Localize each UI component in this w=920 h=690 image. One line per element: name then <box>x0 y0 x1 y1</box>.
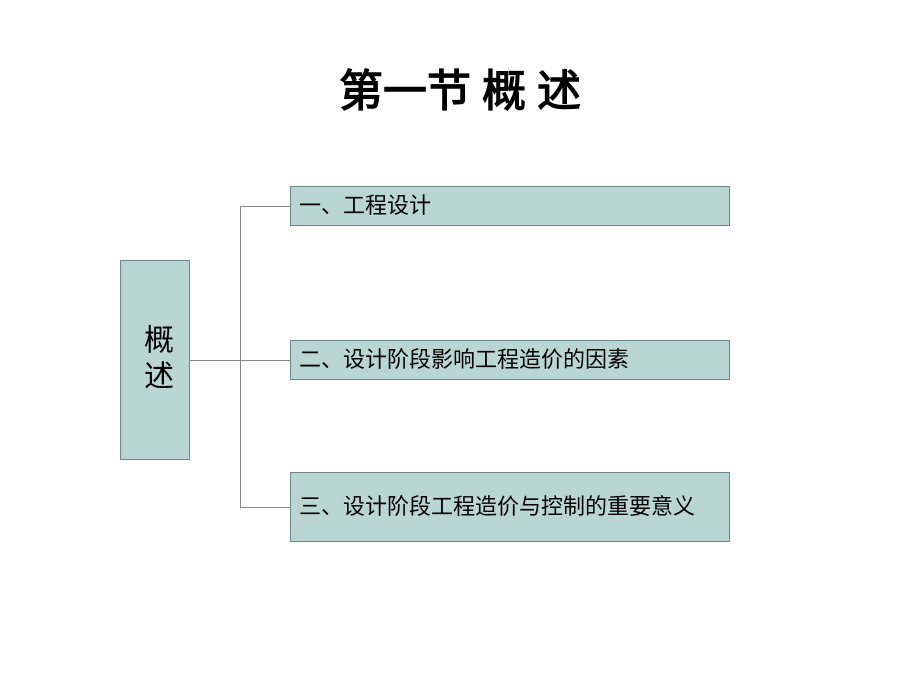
diagram-root-box: 概述 <box>120 260 190 460</box>
connector-branch-3 <box>240 507 290 508</box>
diagram-child-1: 一、工程设计 <box>290 186 730 226</box>
connector-root-branch <box>190 360 240 361</box>
connector-branch-2 <box>240 360 290 361</box>
connector-branch-1 <box>240 206 290 207</box>
connector-trunk <box>240 206 241 508</box>
diagram-child-3: 三、设计阶段工程造价与控制的重要意义 <box>290 472 730 542</box>
slide-title: 第一节 概 述 <box>0 55 920 119</box>
diagram-child-2: 二、设计阶段影响工程造价的因素 <box>290 340 730 380</box>
